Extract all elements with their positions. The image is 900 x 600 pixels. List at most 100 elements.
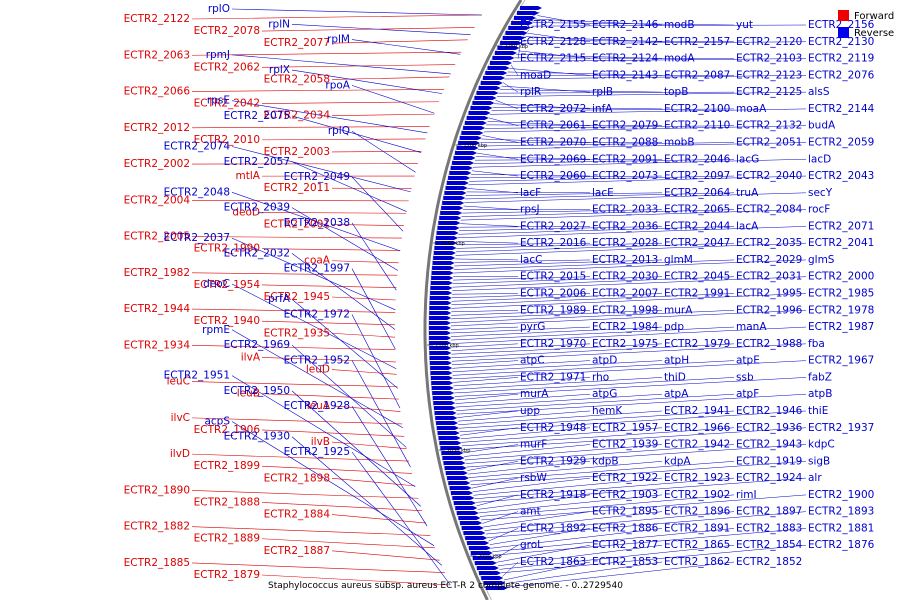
gene-label[interactable]: ECTR2_2142 [592, 36, 658, 48]
gene-label[interactable]: ECTR2_2110 [664, 120, 730, 132]
gene-label[interactable]: ECTR2_1988 [736, 338, 802, 350]
gene-label[interactable]: ECTR2_1946 [736, 405, 803, 417]
gene-label[interactable]: lacD [808, 153, 831, 165]
gene-label[interactable]: rpsE [207, 95, 230, 107]
gene-label[interactable]: ECTR2_2048 [164, 186, 230, 198]
gene-label[interactable]: rplB [592, 86, 613, 98]
gene-label[interactable]: ECTR2_2069 [520, 153, 586, 165]
gene-label[interactable]: ECTR2_1925 [284, 446, 350, 458]
gene-label[interactable]: ECTR2_1972 [284, 309, 350, 321]
gene-label[interactable]: ECTR2_2013 [592, 254, 658, 266]
gene-label[interactable]: ECTR2_2029 [736, 254, 802, 266]
gene-label[interactable]: ECTR2_2007 [592, 288, 658, 300]
gene-label[interactable]: ECTR2_1902 [664, 489, 730, 501]
gene-label[interactable]: ssb [736, 371, 754, 383]
gene-label[interactable]: ECTR2_2004 [124, 194, 191, 206]
gene-label[interactable]: rplR [520, 86, 541, 98]
gene-label[interactable]: ECTR2_2036 [592, 220, 659, 232]
gene-label[interactable]: ECTR2_1934 [124, 339, 191, 351]
gene-label[interactable]: ECTR2_2006 [520, 288, 587, 300]
gene-label[interactable]: amt [520, 506, 541, 518]
gene-label[interactable]: ECTR2_2078 [194, 25, 260, 37]
gene-label[interactable]: ECTR2_1990 [194, 243, 260, 255]
gene-label[interactable]: ECTR2_1957 [592, 422, 658, 434]
gene-label[interactable]: ECTR2_2035 [736, 237, 802, 249]
gene-label[interactable]: leuA [307, 400, 331, 412]
gene-label[interactable]: ECTR2_2041 [808, 237, 874, 249]
gene-label[interactable]: hemK [592, 405, 623, 417]
gene-label[interactable]: ECTR2_1887 [264, 545, 330, 557]
gene-label[interactable]: ECTR2_1919 [736, 455, 802, 467]
gene-label[interactable]: ECTR2_2016 [520, 237, 587, 249]
gene-label[interactable]: ECTR2_1928 [284, 400, 350, 412]
gene-label[interactable]: ECTR2_2128 [520, 36, 586, 48]
gene-label[interactable]: ECTR2_1891 [664, 522, 730, 534]
gene-label[interactable]: ECTR2_2076 [808, 69, 875, 81]
gene-label[interactable]: ECTR2_2003 [264, 146, 330, 158]
gene-label[interactable]: ECTR2_1923 [664, 472, 730, 484]
gene-label[interactable]: ECTR2_1941 [664, 405, 730, 417]
gene-label[interactable]: ECTR2_2060 [520, 170, 586, 182]
gene-label[interactable]: ECTR2_1886 [592, 522, 659, 534]
gene-label[interactable]: ECTR2_2033 [592, 204, 658, 216]
gene-label[interactable]: ECTR2_1952 [284, 354, 350, 366]
gene-label[interactable]: ECTR2_1967 [808, 355, 874, 367]
gene-label[interactable]: ECTR2_1970 [520, 338, 586, 350]
gene-label[interactable]: ECTR2_2064 [664, 187, 731, 199]
gene-label[interactable]: ECTR2_2120 [736, 36, 802, 48]
gene-label[interactable]: rpmJ [206, 49, 230, 61]
gene-label[interactable]: ECTR2_2072 [520, 103, 586, 115]
gene-label[interactable]: ECTR2_1943 [736, 439, 802, 451]
gene-label[interactable]: leuD [306, 364, 330, 376]
gene-label[interactable]: ECTR2_2057 [224, 156, 290, 168]
gene-label[interactable]: ilvB [311, 436, 330, 448]
gene-label[interactable]: ECTR2_1906 [194, 424, 261, 436]
gene-label[interactable]: ECTR2_2097 [664, 170, 730, 182]
gene-label[interactable]: ECTR2_1882 [124, 521, 190, 533]
gene-label[interactable]: ECTR2_1885 [124, 557, 190, 569]
gene-label[interactable]: leuB [237, 388, 260, 400]
gene-label[interactable]: glmS [808, 254, 835, 266]
gene-label[interactable]: ECTR2_2040 [736, 170, 802, 182]
gene-label[interactable]: ECTR2_2125 [736, 86, 802, 98]
gene-label[interactable]: atpG [592, 388, 617, 400]
gene-label[interactable]: ECTR2_2123 [736, 69, 802, 81]
gene-label[interactable]: atpF [736, 388, 759, 400]
gene-label[interactable]: ECTR2_2015 [520, 271, 586, 283]
gene-label[interactable]: ECTR2_2065 [664, 204, 730, 216]
gene-label[interactable]: ECTR2_1853 [592, 556, 658, 568]
gene-label[interactable]: ECTR2_2087 [664, 69, 730, 81]
gene-label[interactable]: ECTR2_2143 [592, 69, 658, 81]
gene-label[interactable]: topB [664, 86, 688, 98]
gene-label[interactable]: ECTR2_1929 [520, 455, 586, 467]
gene-label[interactable]: ECTR2_2073 [592, 170, 658, 182]
gene-label[interactable]: ECTR2_2047 [664, 237, 730, 249]
gene-label[interactable]: ECTR2_1984 [592, 321, 659, 333]
gene-label[interactable]: leuC [167, 376, 190, 388]
gene-label[interactable]: ECTR2_2079 [592, 120, 658, 132]
gene-label[interactable]: rpsJ [520, 204, 540, 216]
gene-label[interactable]: deoC [203, 278, 230, 290]
gene-label[interactable]: rplM [327, 34, 350, 46]
gene-label[interactable]: ECTR2_1879 [194, 569, 260, 581]
gene-label[interactable]: ECTR2_1998 [592, 304, 658, 316]
gene-label[interactable]: ECTR2_1854 [736, 539, 803, 551]
gene-label[interactable]: pyrG [520, 321, 545, 333]
gene-label[interactable]: lacC [520, 254, 542, 266]
gene-label[interactable]: fabZ [808, 371, 832, 383]
gene-label[interactable]: budA [808, 120, 836, 132]
gene-label[interactable]: kdpB [592, 455, 619, 467]
gene-label[interactable]: ECTR2_2039 [224, 202, 290, 214]
gene-label[interactable]: ECTR2_1903 [592, 489, 658, 501]
gene-label[interactable]: ECTR2_1889 [194, 533, 260, 545]
gene-label[interactable]: ilvD [170, 448, 190, 460]
gene-label[interactable]: fba [808, 338, 825, 350]
gene-label[interactable]: ECTR2_2002 [124, 158, 190, 170]
gene-label[interactable]: ECTR2_1936 [736, 422, 803, 434]
gene-label[interactable]: ECTR2_1930 [224, 431, 290, 443]
gene-label[interactable]: ECTR2_1890 [124, 484, 190, 496]
gene-label[interactable]: murA [520, 388, 549, 400]
gene-label[interactable]: prfA [268, 293, 291, 305]
gene-label[interactable]: atpA [664, 388, 689, 400]
gene-label[interactable]: rplO [208, 3, 230, 15]
